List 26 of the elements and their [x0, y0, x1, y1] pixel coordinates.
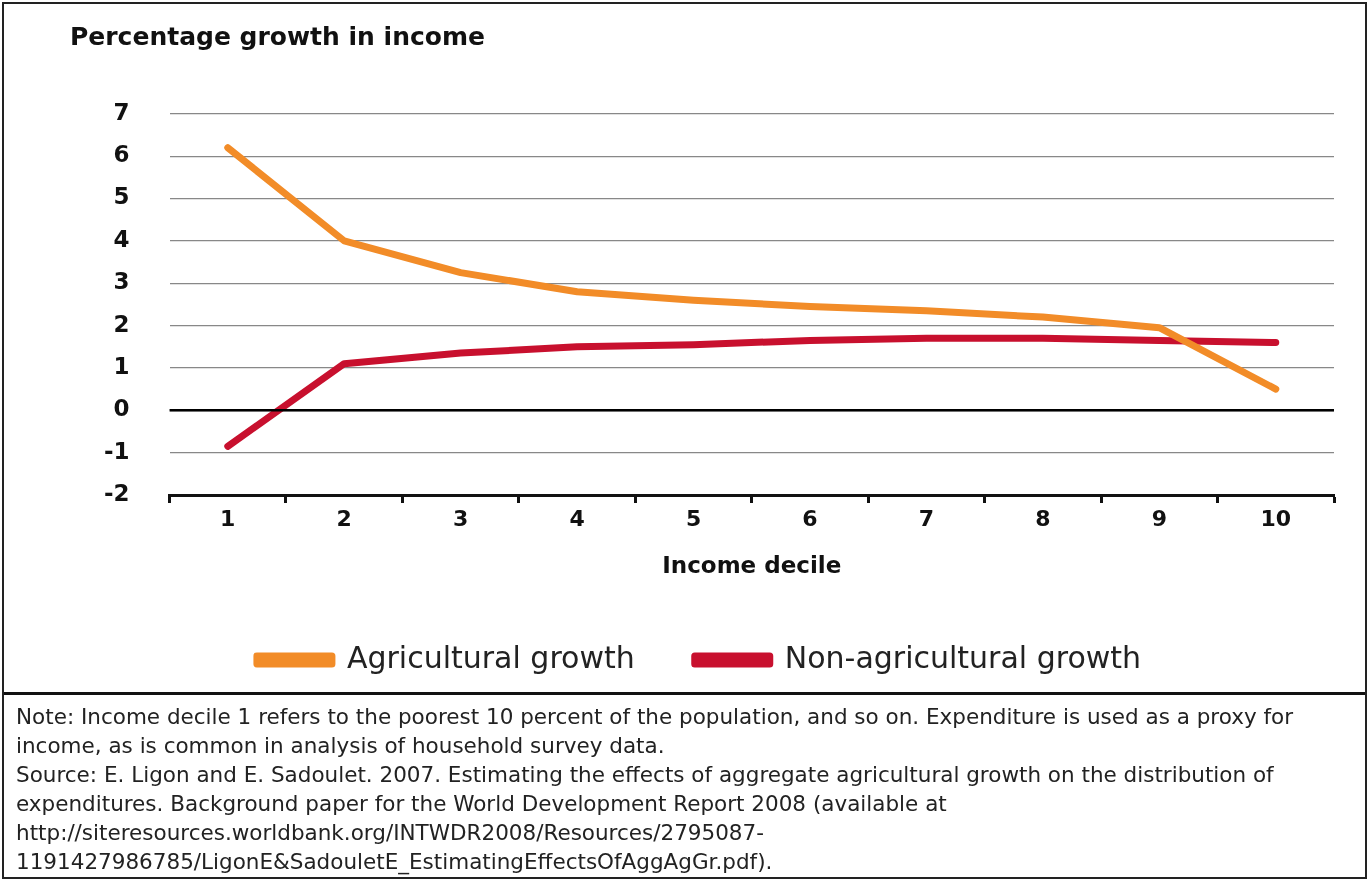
y-tick-label: 6 — [113, 141, 130, 168]
x-tick-label: 7 — [918, 505, 935, 531]
y-tick-label: 2 — [113, 310, 130, 337]
y-tick-label: 0 — [113, 395, 130, 422]
x-tick-label: 9 — [1151, 505, 1167, 531]
x-tick-label: 1 — [220, 505, 236, 531]
x-tick-label: 2 — [336, 505, 352, 531]
y-axis-title: Percentage growth in income — [70, 22, 485, 51]
x-axis-title: Income decile — [662, 552, 842, 579]
y-tick-label: 3 — [113, 268, 130, 295]
source-note: Source: E. Ligon and E. Sadoulet. 2007. Estimating the effects of aggregate agricultural growth on the distribution of expenditures. Background paper for the World Development Report 2008 (available at http://siteresources.worldbank.org/INTWDR2008/Resources/2795087-1191427986785/LigonE&SadouletE_EstimatingEffectsOfAggAgGr.pdf). — [16, 761, 1275, 876]
x-tick-label: 6 — [802, 505, 818, 531]
x-tick-label: 5 — [685, 505, 702, 531]
x-tick-label: 8 — [1035, 505, 1051, 531]
y-tick-label: -1 — [103, 437, 130, 464]
text: Note: Income decile 1 refers to the poorest 10 percent of the population, and so on. Expenditure is used as a proxy for income, as is common in analysis of household survey data. — [16, 703, 1295, 760]
x-tick-label: 10 — [1260, 505, 1292, 531]
y-tick-label: 5 — [113, 183, 130, 210]
legend-label: Non-agricultural growth — [784, 639, 1142, 675]
y-tick-label: 4 — [113, 225, 130, 252]
y-tick-label: 7 — [113, 98, 130, 125]
x-tick-label: 4 — [569, 505, 585, 531]
x-tick-label: 3 — [453, 505, 469, 531]
y-tick-label: -2 — [103, 479, 130, 506]
y-tick-label: 1 — [113, 352, 130, 379]
legend-label: Agricultural growth — [346, 639, 635, 675]
